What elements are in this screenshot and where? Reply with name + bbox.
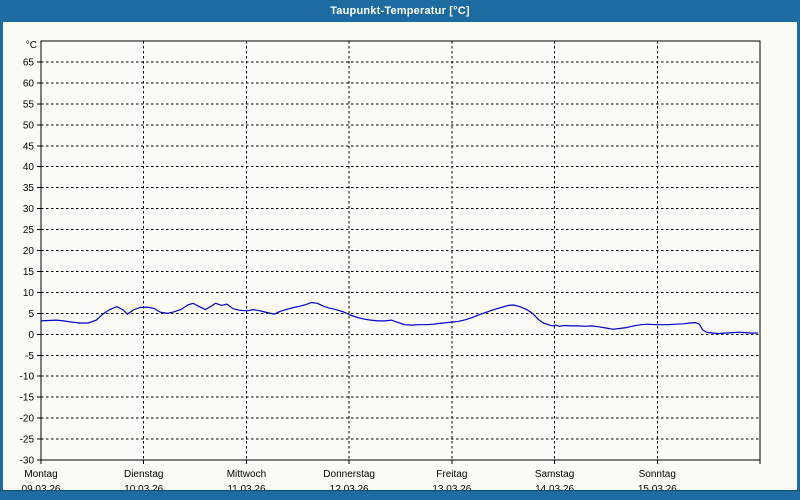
y-tick-label: -5 <box>25 351 34 362</box>
y-tick-label: 25 <box>23 225 35 236</box>
x-day-label: Dienstag <box>124 469 163 480</box>
y-tick-label: -30 <box>20 456 35 467</box>
x-day-label: Freitag <box>436 469 467 480</box>
y-axis-unit-label: °C <box>26 40 37 51</box>
y-tick-label: 65 <box>23 57 35 68</box>
y-tick-label: -15 <box>20 393 35 404</box>
y-tick-label: 60 <box>23 78 35 89</box>
window-title: Taupunkt-Temperatur [°C] <box>330 5 470 17</box>
window-titlebar[interactable]: Taupunkt-Temperatur [°C] <box>0 0 800 22</box>
y-tick-label: 40 <box>23 162 35 173</box>
x-date-label: 13.03.26 <box>432 484 471 495</box>
y-tick-label: 45 <box>23 141 35 152</box>
x-date-label: 12.03.26 <box>330 484 369 495</box>
y-tick-label: 20 <box>23 246 35 257</box>
x-date-label: 10.03.26 <box>124 484 163 495</box>
x-day-label: Sonntag <box>639 469 676 480</box>
y-tick-label: 55 <box>23 99 35 110</box>
x-date-label: 15.03.26 <box>638 484 677 495</box>
y-tick-label: 30 <box>23 204 35 215</box>
y-tick-label: -20 <box>20 414 35 425</box>
y-tick-label: 0 <box>28 330 34 341</box>
x-day-label: Samstag <box>535 469 574 480</box>
y-tick-label: 15 <box>23 267 35 278</box>
window-bottom-edge <box>0 490 800 500</box>
dewpoint-line <box>40 301 758 335</box>
window-left-edge <box>0 22 3 490</box>
x-day-label: Donnerstag <box>323 469 375 480</box>
x-date-label: 09.03.26 <box>22 484 61 495</box>
window-right-edge <box>797 22 800 490</box>
y-tick-label: -10 <box>20 372 35 383</box>
x-day-label: Montag <box>24 469 57 480</box>
y-tick-label: 35 <box>23 183 35 194</box>
y-tick-label: 5 <box>28 309 34 320</box>
y-tick-label: -25 <box>20 435 35 446</box>
y-tick-label: 10 <box>23 288 35 299</box>
x-day-label: Mittwoch <box>227 469 266 480</box>
x-date-label: 11.03.26 <box>227 484 266 495</box>
x-date-label: 14.03.26 <box>535 484 574 495</box>
y-tick-label: 50 <box>23 120 35 131</box>
